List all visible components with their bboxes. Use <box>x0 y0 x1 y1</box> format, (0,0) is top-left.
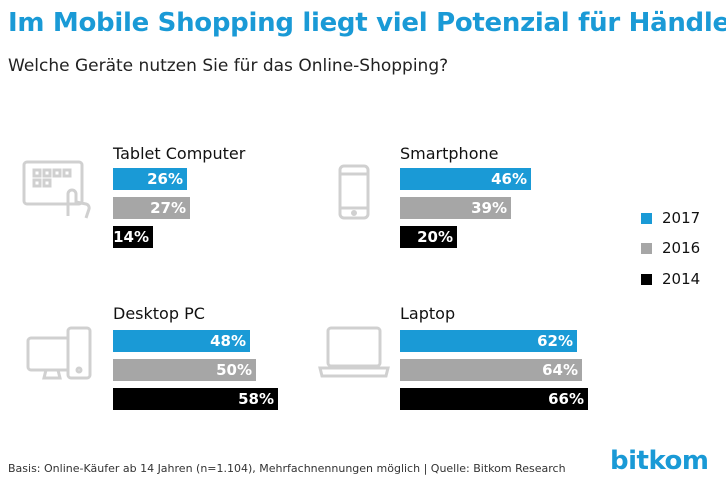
legend-swatch-2014 <box>641 274 652 285</box>
bar-tablet-2016: 27% <box>113 197 190 219</box>
bar-tablet-2014: 14% <box>113 226 153 248</box>
panel-label-laptop: Laptop <box>400 304 456 323</box>
legend-swatch-2016 <box>641 243 652 254</box>
bar-desktop-2017: 48% <box>113 330 250 352</box>
bar-desktop-2014: 58% <box>113 388 278 410</box>
legend-label-2016: 2016 <box>662 239 701 257</box>
smartphone-icon <box>338 164 370 220</box>
bar-laptop-2016: 64% <box>400 359 582 381</box>
legend-label-2017: 2017 <box>662 209 701 227</box>
bar-tablet-2017: 26% <box>113 168 187 190</box>
legend-item-2017: 2017 <box>641 209 700 227</box>
chart-title: Im Mobile Shopping liegt viel Potenzial … <box>8 8 726 38</box>
chart-subtitle: Welche Geräte nutzen Sie für das Online-… <box>8 56 449 76</box>
panel-label-desktop: Desktop PC <box>113 304 205 323</box>
legend-item-2014: 2014 <box>641 270 700 288</box>
desktop-pc-icon <box>26 326 92 380</box>
bar-smartphone-2016: 39% <box>400 197 511 219</box>
bitkom-logo: bitkom <box>610 446 709 476</box>
legend-item-2016: 2016 <box>641 239 700 257</box>
bar-smartphone-2017: 46% <box>400 168 531 190</box>
panel-label-tablet: Tablet Computer <box>113 144 246 163</box>
laptop-icon <box>318 326 390 378</box>
source-footnote: Basis: Online-Käufer ab 14 Jahren (n=1.1… <box>8 462 566 475</box>
legend-swatch-2017 <box>641 213 652 224</box>
legend-label-2014: 2014 <box>662 270 701 288</box>
bar-laptop-2017: 62% <box>400 330 577 352</box>
tablet-icon <box>22 160 91 219</box>
bar-laptop-2014: 66% <box>400 388 588 410</box>
bar-smartphone-2014: 20% <box>400 226 457 248</box>
panel-label-smartphone: Smartphone <box>400 144 499 163</box>
bar-desktop-2016: 50% <box>113 359 256 381</box>
